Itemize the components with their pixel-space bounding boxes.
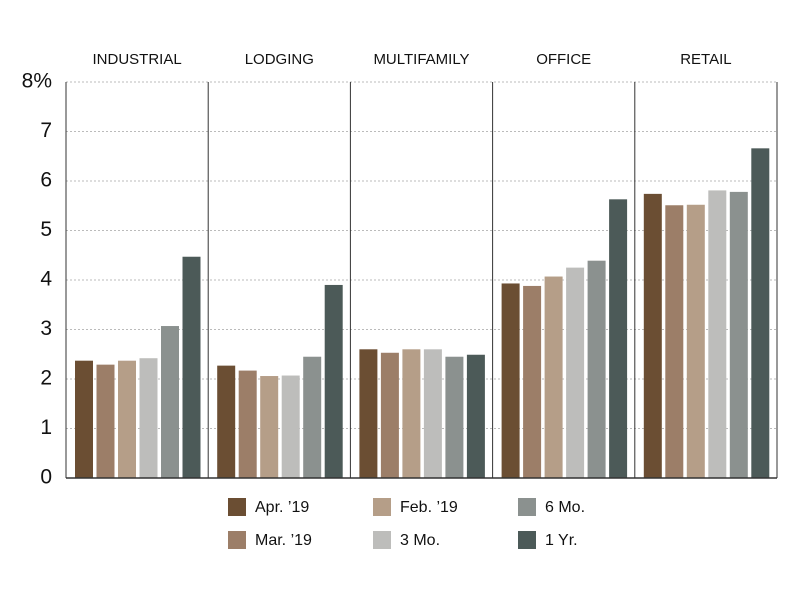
bar bbox=[729, 191, 748, 478]
bar bbox=[380, 352, 399, 478]
bar bbox=[445, 356, 464, 478]
bar bbox=[566, 267, 585, 478]
panel-header: LODGING bbox=[245, 51, 314, 68]
bar bbox=[96, 364, 115, 478]
bar bbox=[643, 193, 662, 478]
bar bbox=[161, 326, 179, 478]
legend-swatch bbox=[518, 531, 536, 549]
panel-header: INDUSTRIAL bbox=[93, 51, 182, 68]
bar bbox=[281, 375, 300, 478]
bar bbox=[182, 256, 201, 478]
panel-header: RETAIL bbox=[680, 51, 731, 68]
legend-label: Feb. ’19 bbox=[400, 499, 458, 516]
bar bbox=[501, 283, 520, 478]
y-tick-label: 6 bbox=[40, 169, 52, 192]
legend-swatch bbox=[373, 498, 391, 516]
legend-label: Apr. ’19 bbox=[255, 499, 309, 516]
bar bbox=[118, 360, 136, 478]
y-tick-label: 8% bbox=[22, 70, 52, 93]
panel-header: MULTIFAMILY bbox=[373, 51, 469, 68]
y-tick-label: 2 bbox=[40, 367, 52, 390]
legend-label: 6 Mo. bbox=[545, 499, 585, 516]
bar bbox=[359, 349, 378, 478]
bar bbox=[751, 148, 770, 478]
y-tick-label: 4 bbox=[40, 268, 52, 291]
bar bbox=[139, 358, 158, 478]
bar bbox=[324, 284, 343, 478]
panel-header: OFFICE bbox=[536, 51, 591, 68]
bar bbox=[665, 205, 684, 478]
bar bbox=[544, 276, 563, 478]
bar bbox=[238, 370, 257, 478]
legend-swatch bbox=[373, 531, 391, 549]
bar bbox=[217, 365, 236, 478]
bar bbox=[609, 199, 628, 478]
bar bbox=[423, 349, 442, 478]
y-tick-label: 0 bbox=[40, 466, 52, 489]
bar bbox=[75, 360, 93, 478]
bar bbox=[260, 376, 279, 478]
bar bbox=[466, 354, 485, 478]
y-tick-label: 7 bbox=[40, 119, 52, 142]
bar bbox=[303, 356, 322, 478]
bar bbox=[523, 285, 542, 478]
legend-label: Mar. ’19 bbox=[255, 532, 312, 549]
bar bbox=[708, 190, 727, 478]
y-tick-label: 3 bbox=[40, 317, 52, 340]
y-tick-label: 1 bbox=[40, 416, 52, 439]
legend-swatch bbox=[228, 498, 246, 516]
legend-label: 1 Yr. bbox=[545, 532, 578, 549]
y-tick-label: 5 bbox=[40, 218, 52, 241]
legend-swatch bbox=[518, 498, 536, 516]
bar bbox=[587, 260, 606, 478]
legend-swatch bbox=[228, 531, 246, 549]
legend-label: 3 Mo. bbox=[400, 532, 440, 549]
bar bbox=[686, 204, 705, 478]
bar bbox=[402, 349, 421, 478]
